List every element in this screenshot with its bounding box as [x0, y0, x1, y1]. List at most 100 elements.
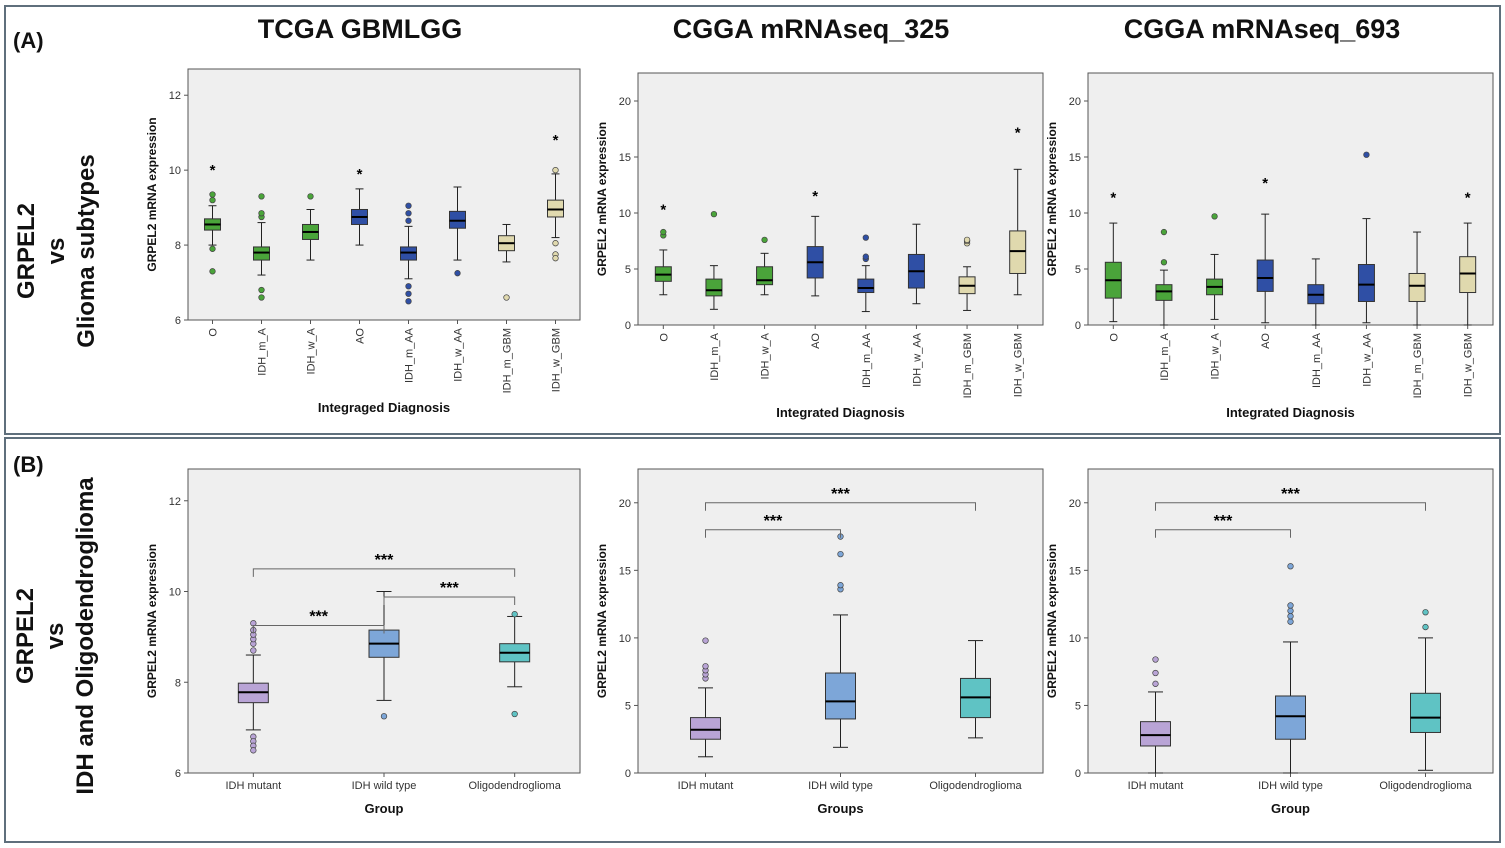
outlier-point: [405, 283, 412, 290]
x-tick-label: IDH mutant: [226, 780, 282, 792]
y-tick-label: 15: [1069, 152, 1081, 164]
outlier-point: [862, 253, 869, 260]
panel-a-frame: [4, 5, 1501, 435]
box: [1140, 721, 1171, 747]
outlier-point: [405, 210, 412, 217]
outlier-point: [1211, 213, 1218, 220]
significance-label: ***: [764, 513, 783, 530]
x-tick-label: IDH_w_GBM: [551, 328, 563, 392]
row-label-a-line1: GRPEL2: [13, 202, 40, 300]
box: [825, 672, 856, 720]
significance-bracket: [1155, 502, 1426, 511]
box: [1408, 272, 1426, 302]
y-tick-label: 20: [619, 96, 631, 108]
x-axis-label: Groups: [817, 801, 863, 816]
x-tick-label: IDH mutant: [1128, 780, 1184, 792]
significance-label: ***: [440, 580, 459, 597]
outlier-point: [702, 637, 709, 644]
significance-star: *: [812, 188, 818, 205]
outlier-point: [1287, 618, 1294, 625]
significance-label: ***: [375, 552, 394, 569]
plot-area: [1087, 72, 1494, 326]
x-axis-label: Integrated Diagnosis: [776, 405, 905, 420]
outlier-point: [209, 245, 216, 252]
x-tick-label: IDH_m_A: [709, 332, 721, 380]
significance-label: ***: [831, 486, 850, 503]
significance-bracket: [383, 596, 516, 605]
y-tick-label: 20: [1069, 96, 1081, 108]
outlier-point: [1422, 623, 1429, 631]
significance-bracket: [252, 625, 385, 634]
y-axis-label: GRPEL2 mRNA expression: [1045, 544, 1059, 698]
box: [857, 278, 875, 294]
y-tick-label: 15: [1069, 565, 1081, 577]
panel-a-label: (A): [13, 28, 44, 53]
x-tick-label: Oligodendroglioma: [1379, 780, 1472, 792]
row-label-b-line3: IDH and Oligodendroglioma: [72, 477, 99, 795]
x-tick-label: AO: [810, 333, 822, 349]
outlier-point: [250, 647, 257, 654]
significance-label: ***: [1214, 513, 1233, 530]
column-title-tcga: TCGA GBMLGG: [257, 14, 463, 44]
x-tick-label: IDH_m_AA: [404, 327, 416, 383]
significance-label: ***: [309, 609, 328, 626]
plot-area: [187, 68, 581, 321]
significance-bracket: [705, 502, 976, 511]
significance-star: *: [553, 132, 559, 149]
outlier-point: [1152, 669, 1159, 677]
outlier-point: [209, 191, 216, 198]
y-tick-label: 5: [625, 264, 631, 276]
outlier-point: [258, 294, 265, 301]
y-tick-label: 10: [1069, 208, 1081, 220]
x-tick-label: IDH_m_GBM: [1412, 333, 1424, 398]
significance-label: ***: [1281, 486, 1300, 503]
outlier-point: [1363, 151, 1370, 158]
outlier-point: [405, 290, 412, 297]
y-tick-label: 12: [169, 496, 181, 508]
outlier-point: [307, 193, 314, 200]
y-tick-label: 10: [169, 587, 181, 599]
outlier-point: [837, 550, 844, 558]
outlier-point: [660, 228, 667, 236]
x-tick-label: IDH_m_GBM: [962, 333, 974, 398]
outlier-point: [258, 210, 265, 217]
y-tick-label: 8: [175, 677, 181, 689]
outlier-point: [511, 611, 518, 618]
y-tick-label: 15: [619, 565, 631, 577]
x-tick-label: O: [1108, 333, 1120, 342]
outlier-point: [702, 663, 709, 670]
x-tick-label: IDH_w_A: [760, 332, 772, 379]
y-tick-label: 6: [175, 768, 181, 780]
x-tick-label: IDH_w_A: [1210, 332, 1222, 379]
y-tick-label: 8: [175, 240, 181, 252]
x-tick-label: IDH_w_AA: [1361, 332, 1373, 386]
outlier-point: [380, 713, 388, 720]
y-tick-label: 10: [619, 208, 631, 220]
x-tick-label: IDH mutant: [678, 780, 734, 792]
box: [1155, 284, 1173, 301]
outlier-point: [405, 202, 412, 209]
significance-star: *: [1262, 175, 1268, 192]
x-tick-label: IDH_m_AA: [861, 332, 873, 388]
y-tick-label: 12: [169, 90, 181, 102]
outlier-point: [761, 236, 768, 244]
row-label-b: GRPEL2 vs IDH and Oligodendroglioma: [11, 461, 107, 811]
box: [690, 717, 721, 740]
row-label-b-line1: GRPEL2: [12, 587, 39, 685]
chart-a1-tcga-subtypes: 6 8 10 12 GRPEL2 mRNA expression O IDH_m_A IDH_…: [145, 68, 581, 415]
x-tick-label: AO: [1260, 333, 1272, 349]
x-tick-label: IDH wild type: [1258, 780, 1323, 792]
x-tick-label: IDH_m_AA: [1311, 332, 1323, 388]
outlier-point: [250, 747, 257, 754]
column-title-cgga693: CGGA mRNAseq_693: [1123, 14, 1401, 44]
x-tick-label: IDH wild type: [808, 780, 873, 792]
x-tick-label: IDH_m_A: [257, 327, 269, 375]
x-tick-label: IDH_w_GBM: [1013, 333, 1025, 397]
outlier-point: [209, 196, 216, 204]
significance-bracket: [1155, 529, 1291, 538]
x-axis-label: Integraged Diagnosis: [318, 400, 450, 415]
outlier-point: [710, 210, 718, 218]
box: [1410, 692, 1441, 733]
outlier-point: [1287, 607, 1294, 615]
box: [1256, 259, 1274, 292]
